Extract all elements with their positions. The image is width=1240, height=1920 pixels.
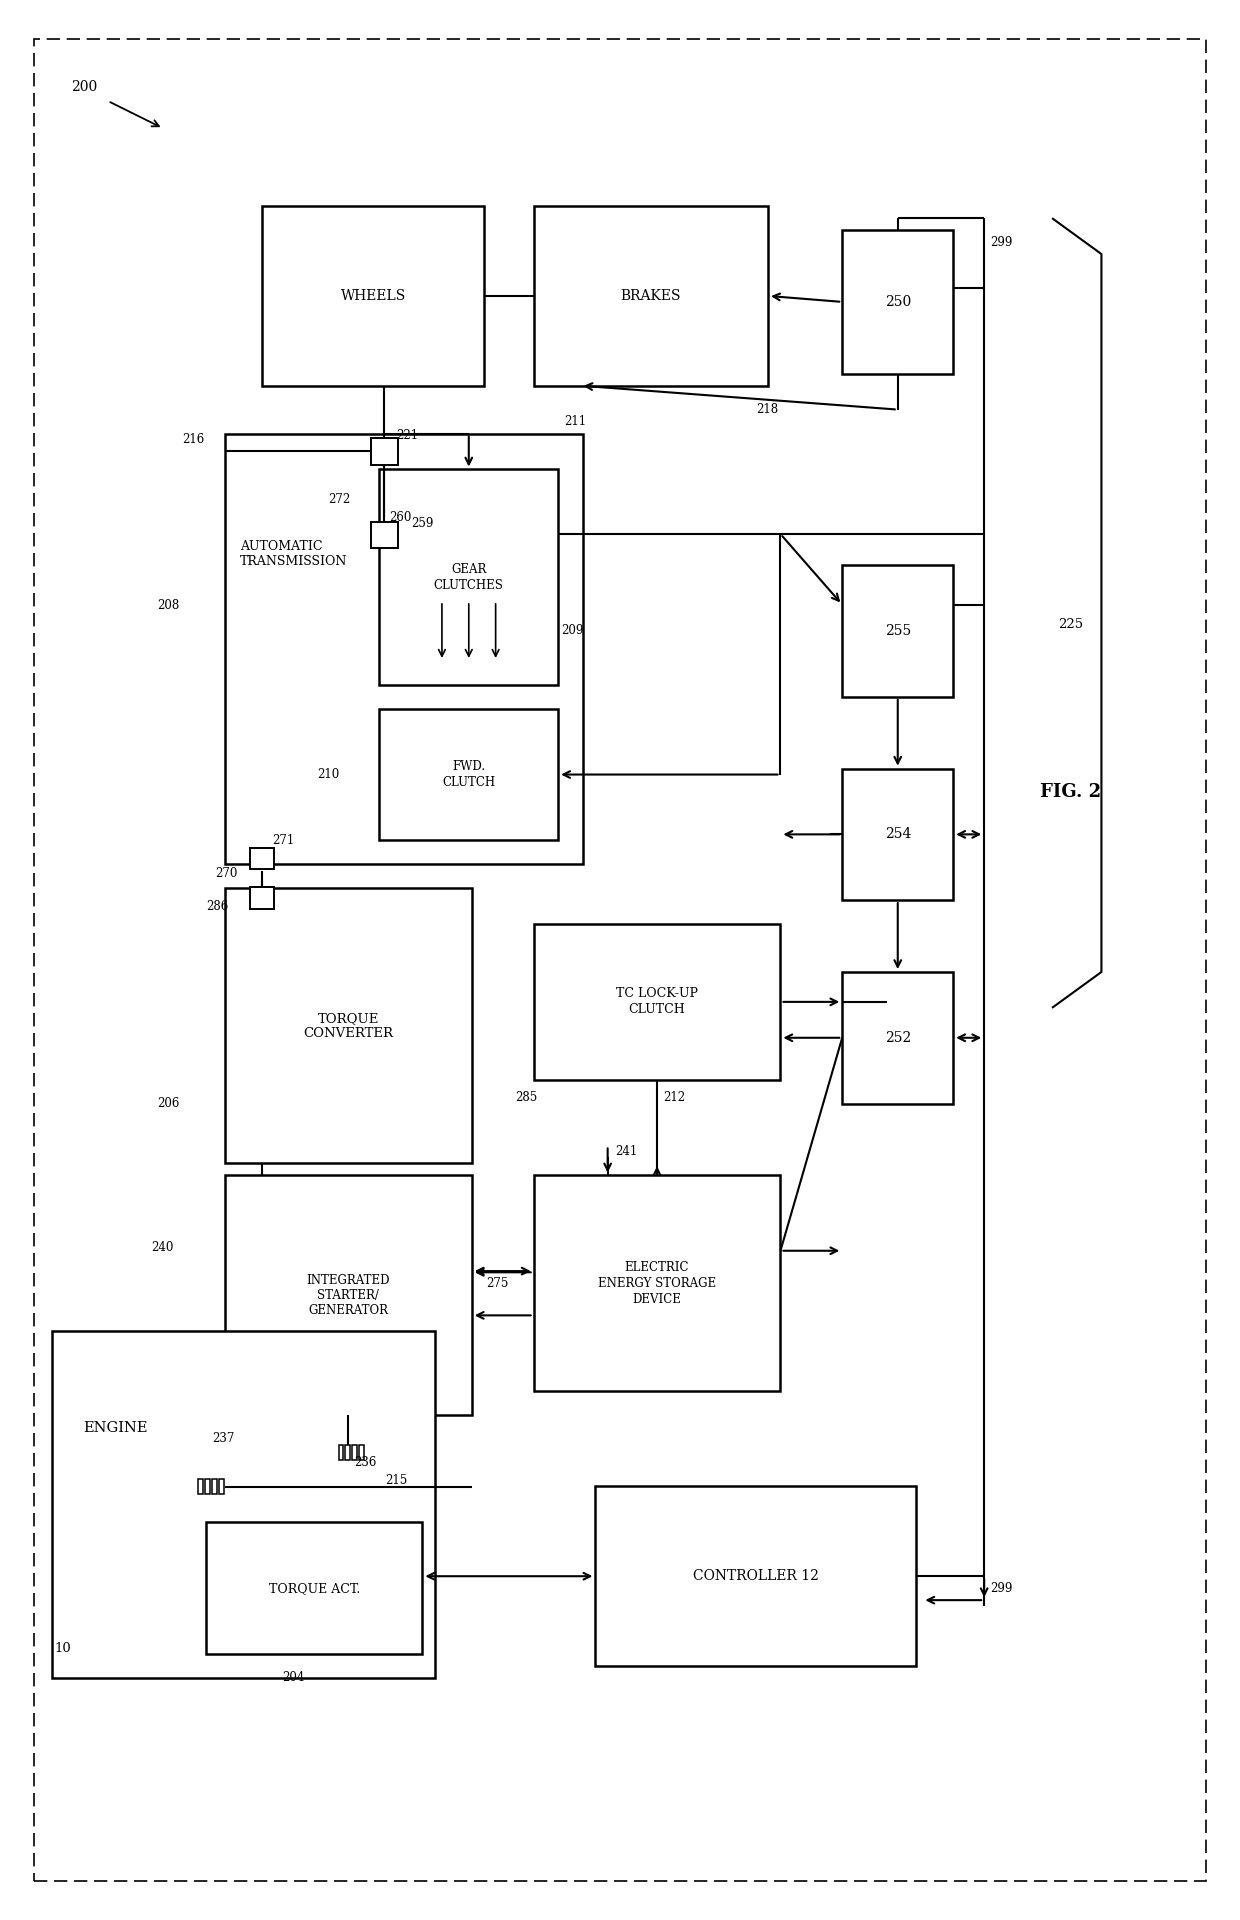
- Text: 218: 218: [756, 403, 777, 417]
- Text: 275: 275: [486, 1277, 510, 1290]
- Bar: [212, 1478, 217, 1494]
- Text: 215: 215: [386, 1475, 408, 1486]
- Text: WHEELS: WHEELS: [341, 288, 405, 303]
- Bar: [52, 1331, 435, 1678]
- Bar: [595, 1486, 916, 1667]
- Bar: [224, 889, 472, 1164]
- Bar: [842, 564, 954, 697]
- Text: 299: 299: [991, 1582, 1013, 1596]
- Bar: [249, 847, 274, 870]
- Bar: [533, 1175, 780, 1390]
- Text: 254: 254: [884, 828, 911, 841]
- Bar: [358, 1444, 363, 1459]
- Text: 272: 272: [329, 493, 351, 505]
- Text: 241: 241: [615, 1144, 637, 1158]
- Text: ELECTRIC
ENERGY STORAGE
DEVICE: ELECTRIC ENERGY STORAGE DEVICE: [598, 1261, 715, 1306]
- Bar: [352, 1444, 357, 1459]
- Text: 255: 255: [884, 624, 911, 637]
- Text: 216: 216: [182, 434, 205, 445]
- Bar: [379, 708, 558, 841]
- Bar: [371, 438, 398, 465]
- Text: BRAKES: BRAKES: [620, 288, 681, 303]
- Text: 208: 208: [157, 599, 180, 612]
- Bar: [345, 1444, 350, 1459]
- Bar: [533, 205, 768, 386]
- Text: 252: 252: [884, 1031, 911, 1044]
- Text: 210: 210: [317, 768, 340, 781]
- Text: 200: 200: [71, 79, 97, 94]
- Text: 240: 240: [151, 1240, 174, 1254]
- Bar: [207, 1523, 423, 1653]
- Text: FIG. 2: FIG. 2: [1039, 783, 1101, 801]
- Bar: [218, 1478, 223, 1494]
- Bar: [533, 924, 780, 1079]
- Bar: [379, 468, 558, 685]
- Bar: [198, 1478, 203, 1494]
- Text: 209: 209: [560, 624, 583, 637]
- Text: 204: 204: [281, 1672, 305, 1684]
- Bar: [842, 230, 954, 374]
- Text: 250: 250: [884, 296, 911, 309]
- Bar: [339, 1444, 343, 1459]
- Text: 236: 236: [355, 1455, 377, 1469]
- Text: 211: 211: [564, 415, 587, 428]
- Text: ENGINE: ENGINE: [83, 1421, 148, 1434]
- Text: AUTOMATIC
TRANSMISSION: AUTOMATIC TRANSMISSION: [239, 540, 347, 568]
- Text: 237: 237: [212, 1432, 236, 1446]
- Text: 271: 271: [272, 833, 294, 847]
- Bar: [262, 205, 484, 386]
- Text: 286: 286: [207, 900, 228, 912]
- Text: FWD.
CLUTCH: FWD. CLUTCH: [443, 760, 495, 789]
- Text: 299: 299: [991, 236, 1013, 248]
- Bar: [224, 434, 583, 864]
- Bar: [371, 522, 398, 549]
- Bar: [224, 1175, 472, 1415]
- Text: INTEGRATED
STARTER/
GENERATOR: INTEGRATED STARTER/ GENERATOR: [306, 1273, 391, 1317]
- Text: 221: 221: [397, 430, 419, 442]
- Text: GEAR
CLUTCHES: GEAR CLUTCHES: [434, 563, 503, 591]
- Bar: [842, 972, 954, 1104]
- Text: TC LOCK-UP
CLUTCH: TC LOCK-UP CLUTCH: [616, 987, 698, 1016]
- Text: 260: 260: [389, 511, 412, 524]
- Bar: [206, 1478, 210, 1494]
- Text: 285: 285: [515, 1091, 537, 1104]
- Text: 10: 10: [55, 1642, 72, 1655]
- Bar: [842, 768, 954, 900]
- Text: 212: 212: [663, 1091, 686, 1104]
- Text: TORQUE
CONVERTER: TORQUE CONVERTER: [304, 1012, 393, 1041]
- Bar: [249, 887, 274, 908]
- Text: TORQUE ACT.: TORQUE ACT.: [269, 1582, 360, 1596]
- Text: 225: 225: [1058, 618, 1084, 632]
- Text: CONTROLLER 12: CONTROLLER 12: [693, 1569, 818, 1584]
- Text: 259: 259: [412, 516, 434, 530]
- Text: 206: 206: [157, 1096, 180, 1110]
- Text: 270: 270: [215, 868, 238, 881]
